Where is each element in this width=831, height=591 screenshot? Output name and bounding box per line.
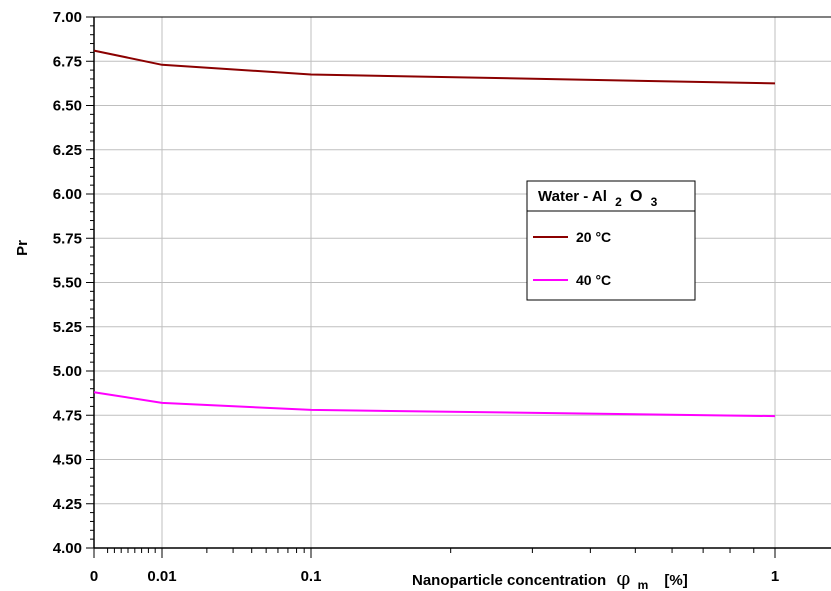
legend-title-main: Water - Al (538, 188, 607, 205)
series-line-40c (93, 391, 776, 418)
x-tick-labels: 0 0.01 0.1 1 (90, 568, 779, 585)
y-tick-label: 4.75 (53, 407, 82, 424)
legend-label-40c: 40 °C (576, 272, 611, 288)
legend-title-mid: O (630, 188, 642, 205)
x-axis-label-symbol: φ (616, 566, 630, 590)
y-tick-label: 7.00 (53, 9, 82, 26)
x-axis-label-main: Nanoparticle concentration (412, 572, 606, 589)
x-axis-label-unit: [%] (664, 572, 687, 589)
y-tick-label: 4.50 (53, 452, 82, 469)
y-tick-label: 5.00 (53, 363, 82, 380)
x-tick-label: 0 (90, 568, 98, 585)
y-tick-label: 5.75 (53, 230, 82, 247)
y-tick-label: 5.50 (53, 275, 82, 292)
y-tick-label: 6.00 (53, 186, 82, 203)
y-tick-label: 4.00 (53, 540, 82, 557)
legend-title-sub2: 3 (651, 195, 658, 209)
x-tick-label: 1 (771, 568, 779, 585)
y-tick-label: 6.25 (53, 142, 82, 159)
legend-label-20c: 20 °C (576, 229, 611, 245)
legend: Water - Al 2 O 3 20 °C 40 °C (526, 180, 696, 301)
y-tick-label: 4.25 (53, 496, 82, 513)
x-axis-label-sub: m (638, 578, 649, 591)
y-tick-labels: 4.00 4.25 4.50 4.75 5.00 5.25 5.50 5.75 6.00 6.25… (53, 9, 82, 557)
series-line-20c (93, 49, 776, 85)
y-tick-label: 6.50 (53, 98, 82, 115)
y-axis-label: Pr (14, 240, 31, 256)
series-lines (93, 49, 776, 418)
axes (86, 16, 831, 558)
y-tick-label: 5.25 (53, 319, 82, 336)
legend-title-sub1: 2 (615, 195, 622, 209)
y-tick-label: 6.75 (53, 53, 82, 70)
legend-title: Water - Al 2 O 3 (538, 188, 658, 210)
x-tick-label: 0.1 (301, 568, 322, 585)
x-axis-label: Nanoparticle concentration φ m [%] (412, 566, 688, 591)
x-tick-label: 0.01 (147, 568, 176, 585)
grid-lines (94, 17, 831, 548)
